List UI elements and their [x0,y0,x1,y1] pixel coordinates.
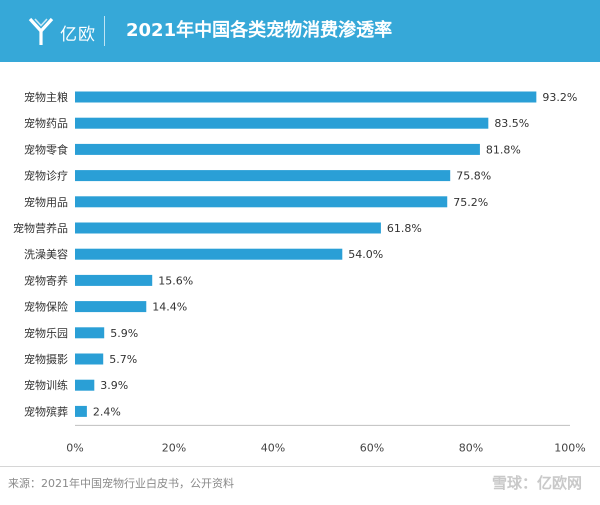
category-label: 宠物乐园 [24,326,68,340]
value-label: 54.0% [348,248,383,261]
footer-divider [0,466,600,467]
x-tick-label: 80% [459,441,483,454]
category-label: 宠物零食 [24,142,68,156]
value-label: 15.6% [158,274,193,287]
category-label: 洗澡美容 [24,247,68,261]
value-label: 75.2% [453,196,488,209]
bar-7 [75,248,343,260]
watermark: 雪球：亿欧网 [491,474,582,492]
bar-1 [75,91,537,103]
bar-11 [75,353,104,365]
value-label: 83.5% [494,117,529,130]
category-label: 宠物训练 [24,378,68,392]
bar-3 [75,143,480,155]
bar-8 [75,274,153,286]
category-label: 宠物寄养 [24,273,68,287]
bar-12 [75,379,95,391]
bar-chart: 宠物主粮宠物药品宠物零食宠物诊疗宠物用品宠物营养品洗澡美容宠物寄养宠物保险宠物乐… [13,90,586,454]
bar-13 [75,405,87,417]
x-tick-label: 60% [360,441,384,454]
source-note: 来源：2021年中国宠物行业白皮书，公开资料 [8,477,234,490]
value-label: 2.4% [93,405,121,418]
logo-text: 亿欧 [60,24,96,45]
bar-2 [75,117,489,129]
category-label: 宠物保险 [24,300,68,314]
x-tick-label: 40% [261,441,285,454]
value-label: 61.8% [387,222,422,235]
category-label: 宠物药品 [24,116,68,130]
x-tick-label: 100% [554,441,585,454]
value-label: 93.2% [542,91,577,104]
bar-6 [75,222,381,234]
category-label: 宠物摄影 [24,352,68,366]
bar-10 [75,327,105,339]
category-label: 宠物主粮 [24,90,68,104]
category-label: 宠物用品 [24,195,68,209]
x-tick-label: 20% [162,441,186,454]
bar-9 [75,301,147,313]
bar-series [75,91,537,417]
value-label: 75.8% [456,170,491,183]
x-axis-ticks: 0% 20% 40% 60% 80% 100% [66,441,585,454]
category-label: 宠物营养品 [13,221,68,235]
category-labels: 宠物主粮宠物药品宠物零食宠物诊疗宠物用品宠物营养品洗澡美容宠物寄养宠物保险宠物乐… [13,90,68,418]
logo: 亿欧 [28,16,96,48]
bar-5 [75,196,448,208]
category-label: 宠物殡葬 [24,404,68,418]
value-label: 14.4% [152,301,187,314]
header-banner: 亿欧 2021年中国各类宠物消费渗透率 [0,0,600,62]
value-labels: 93.2% 83.5% 81.8% 75.8% 75.2% 61.8% 54.0% 15.6%… [93,91,577,418]
value-label: 3.9% [100,379,128,392]
value-label: 5.7% [109,353,137,366]
yiou-y-logo-icon [28,17,54,45]
x-tick-label: 0% [66,441,83,454]
page-title: 2021年中国各类宠物消费渗透率 [126,20,393,41]
category-label: 宠物诊疗 [24,169,68,183]
bar-4 [75,170,451,182]
value-label: 5.9% [110,327,138,340]
header-divider [104,16,105,46]
value-label: 81.8% [486,143,521,156]
